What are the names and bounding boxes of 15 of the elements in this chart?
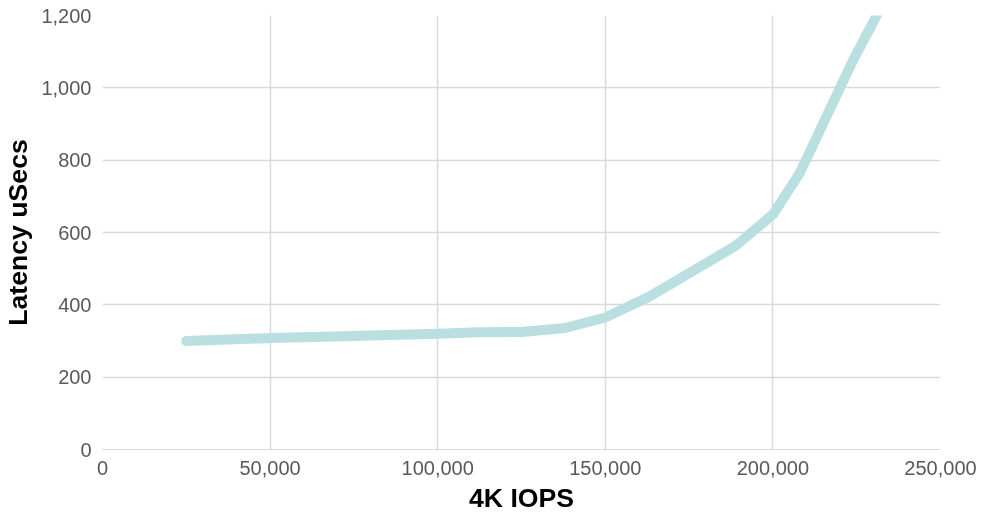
y-tick-label: 600 xyxy=(58,221,92,244)
y-tick-label: 800 xyxy=(58,149,92,172)
x-axis-title: 4K IOPS xyxy=(468,482,575,513)
x-tick-label: 200,000 xyxy=(736,456,810,479)
y-tick-label: 200 xyxy=(58,366,92,389)
x-tick-label: 150,000 xyxy=(569,456,642,479)
x-tick-label: 50,000 xyxy=(239,456,301,479)
y-axis-title: Latency uSecs xyxy=(3,139,34,326)
y-tick-label: 1,000 xyxy=(41,76,92,99)
y-tick-label: 0 xyxy=(80,438,92,461)
x-tick-label: 0 xyxy=(96,456,109,479)
y-tick-label: 1,200 xyxy=(41,4,92,27)
y-tick-label: 400 xyxy=(58,293,92,316)
x-tick-label: 250,000 xyxy=(904,456,977,479)
x-tick-label: 100,000 xyxy=(401,456,474,479)
